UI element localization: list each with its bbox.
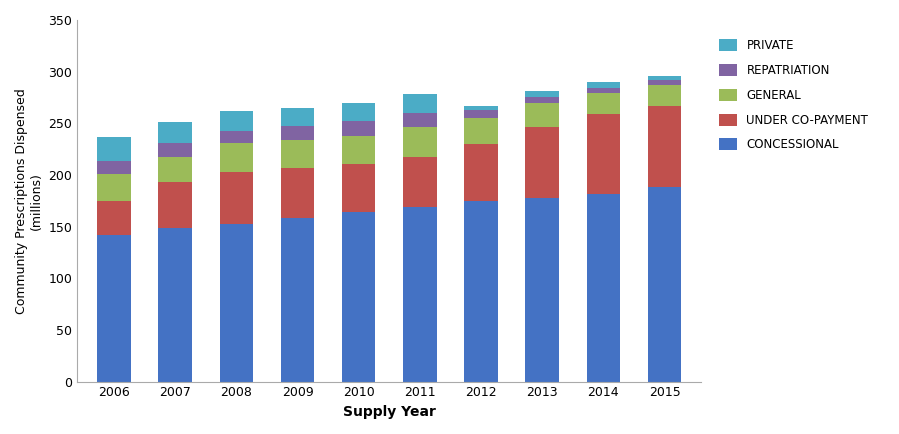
Bar bbox=[280, 126, 315, 140]
Bar bbox=[97, 137, 131, 161]
Bar bbox=[647, 187, 681, 381]
Bar bbox=[403, 113, 437, 128]
Bar bbox=[525, 98, 559, 103]
Bar bbox=[219, 172, 254, 224]
X-axis label: Supply Year: Supply Year bbox=[343, 405, 436, 419]
Bar bbox=[158, 122, 192, 143]
Bar bbox=[342, 164, 376, 212]
Bar bbox=[586, 93, 620, 114]
Bar bbox=[97, 201, 131, 235]
Bar bbox=[586, 82, 620, 88]
Bar bbox=[464, 144, 498, 201]
Bar bbox=[342, 103, 376, 121]
Bar bbox=[647, 85, 681, 106]
Bar bbox=[586, 114, 620, 194]
Bar bbox=[342, 136, 376, 164]
Bar bbox=[464, 110, 498, 118]
Bar bbox=[219, 143, 254, 172]
Bar bbox=[525, 91, 559, 98]
Bar bbox=[525, 128, 559, 198]
Bar bbox=[403, 128, 437, 158]
Y-axis label: Community Prescriptions Dispensed
(millions): Community Prescriptions Dispensed (milli… bbox=[15, 88, 43, 314]
Bar bbox=[464, 118, 498, 144]
Bar bbox=[219, 224, 254, 381]
Bar bbox=[403, 158, 437, 207]
Bar bbox=[280, 140, 315, 168]
Bar bbox=[647, 76, 681, 80]
Bar bbox=[219, 131, 254, 143]
Bar bbox=[342, 212, 376, 381]
Bar bbox=[158, 228, 192, 381]
Bar bbox=[403, 207, 437, 381]
Bar bbox=[158, 182, 192, 228]
Bar bbox=[158, 143, 192, 158]
Bar bbox=[403, 94, 437, 113]
Bar bbox=[280, 218, 315, 381]
Bar bbox=[586, 194, 620, 381]
Bar bbox=[342, 121, 376, 136]
Bar bbox=[280, 108, 315, 126]
Bar bbox=[586, 88, 620, 93]
Bar bbox=[647, 106, 681, 187]
Bar bbox=[464, 201, 498, 381]
Bar bbox=[97, 174, 131, 201]
Bar bbox=[280, 168, 315, 218]
Bar bbox=[97, 161, 131, 174]
Bar bbox=[97, 235, 131, 381]
Bar bbox=[464, 106, 498, 110]
Bar bbox=[219, 111, 254, 131]
Bar bbox=[158, 158, 192, 182]
Bar bbox=[525, 198, 559, 381]
Bar bbox=[525, 103, 559, 128]
Bar bbox=[647, 80, 681, 85]
Legend: PRIVATE, REPATRIATION, GENERAL, UNDER CO-PAYMENT, CONCESSIONAL: PRIVATE, REPATRIATION, GENERAL, UNDER CO… bbox=[714, 33, 874, 158]
